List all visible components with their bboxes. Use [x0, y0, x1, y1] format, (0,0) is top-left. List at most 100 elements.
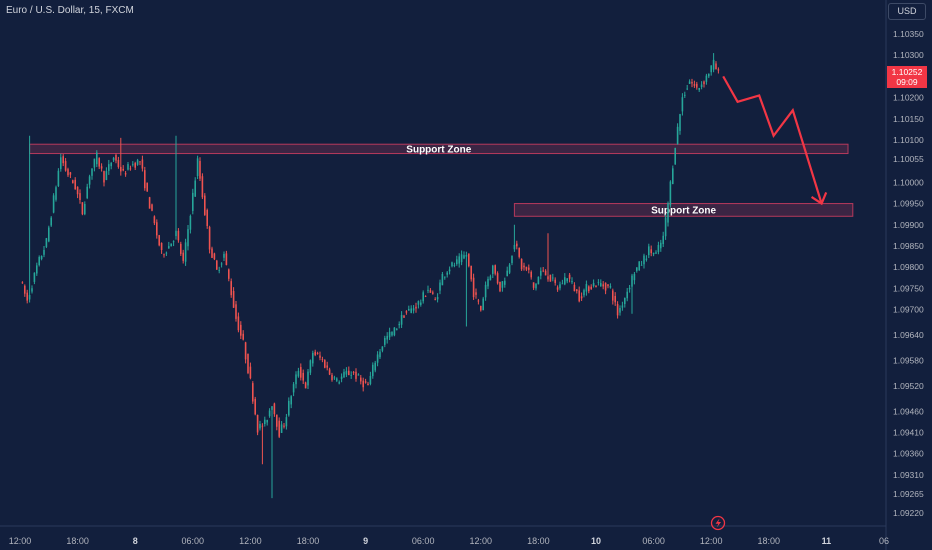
candle	[638, 261, 640, 272]
candle	[477, 298, 480, 305]
candle	[628, 284, 631, 293]
candle	[211, 246, 213, 258]
candle	[26, 289, 28, 304]
candle	[367, 381, 369, 386]
candle	[204, 193, 206, 216]
candle	[48, 225, 50, 243]
candle	[141, 155, 144, 172]
candle	[187, 225, 189, 251]
x-tick-label: 12:00	[470, 536, 493, 546]
candle	[240, 321, 242, 340]
candle	[55, 185, 57, 202]
candle	[496, 271, 499, 285]
candle	[482, 296, 484, 311]
candle	[228, 268, 230, 282]
support-zones: Support Zone Support Zone	[29, 143, 854, 217]
candle	[304, 381, 307, 389]
candle	[660, 239, 662, 252]
y-tick-label: 1.09850	[893, 241, 924, 251]
candle	[206, 208, 208, 229]
candle	[470, 265, 472, 282]
candle	[374, 360, 376, 373]
candle	[64, 158, 67, 172]
candle	[124, 171, 127, 177]
candle	[343, 368, 345, 378]
candle	[60, 153, 62, 172]
candle	[590, 284, 592, 291]
candle	[194, 177, 196, 198]
candle	[710, 65, 712, 76]
candle	[177, 228, 180, 243]
candle	[508, 263, 511, 275]
candle	[50, 216, 52, 227]
lightning-icon[interactable]	[710, 515, 726, 531]
candle	[225, 250, 228, 266]
candle	[619, 305, 621, 316]
candle	[444, 276, 446, 280]
candle	[616, 301, 619, 319]
candle	[429, 288, 432, 293]
candle	[67, 167, 69, 177]
chart-title: Euro / U.S. Dollar, 15, FXCM	[6, 5, 134, 16]
time-axis: 12:00 18:00 8 06:00 12:00 18:00 9 06:00 12:00 18:…	[9, 536, 889, 546]
last-price-tag: 1.10252 09:09	[887, 66, 927, 88]
candle	[21, 281, 24, 284]
candle	[98, 157, 100, 169]
candle	[422, 290, 424, 304]
candle	[328, 367, 331, 376]
candle	[36, 262, 38, 276]
candle	[679, 113, 681, 135]
candle	[506, 266, 508, 277]
x-tick-label: 9	[363, 536, 368, 546]
candle	[667, 201, 669, 227]
candle	[146, 182, 148, 192]
candle	[511, 255, 513, 266]
candle	[571, 277, 573, 285]
candle	[484, 281, 487, 301]
candle	[715, 61, 717, 70]
candle	[52, 193, 55, 214]
candle	[465, 251, 468, 327]
candle	[278, 417, 280, 439]
candle	[319, 351, 321, 361]
candle	[676, 123, 679, 145]
candle	[357, 373, 360, 376]
candle	[302, 369, 304, 385]
price-axis: 1.103501.103001.102501.102001.101501.101…	[893, 29, 924, 518]
candle	[290, 395, 292, 409]
candle	[684, 91, 686, 98]
candle	[472, 273, 475, 300]
y-tick-label: 1.09265	[893, 489, 924, 499]
candle	[662, 231, 664, 248]
candle	[40, 255, 43, 261]
support-zone-box[interactable]	[513, 203, 854, 217]
candle	[626, 288, 628, 302]
candle	[295, 371, 297, 389]
candle	[520, 258, 523, 271]
candle	[201, 173, 204, 200]
currency-button[interactable]: USD	[888, 3, 926, 20]
candle	[369, 371, 372, 386]
candle	[686, 84, 688, 91]
candle	[580, 292, 583, 301]
projection-arrowhead	[810, 192, 828, 206]
candle	[252, 381, 254, 404]
candle	[129, 165, 132, 171]
candle	[436, 293, 439, 303]
candle	[134, 161, 136, 171]
candle	[266, 419, 268, 426]
candle	[280, 421, 283, 434]
candle	[148, 196, 151, 209]
candle	[163, 253, 165, 258]
candle	[645, 255, 648, 262]
candle	[180, 241, 182, 256]
candle	[391, 331, 393, 337]
candle	[31, 285, 33, 294]
candle	[57, 168, 60, 188]
candle	[559, 281, 561, 291]
candle	[717, 67, 720, 74]
candle	[38, 255, 40, 267]
candle	[537, 276, 540, 285]
y-tick-label: 1.10200	[893, 93, 924, 103]
